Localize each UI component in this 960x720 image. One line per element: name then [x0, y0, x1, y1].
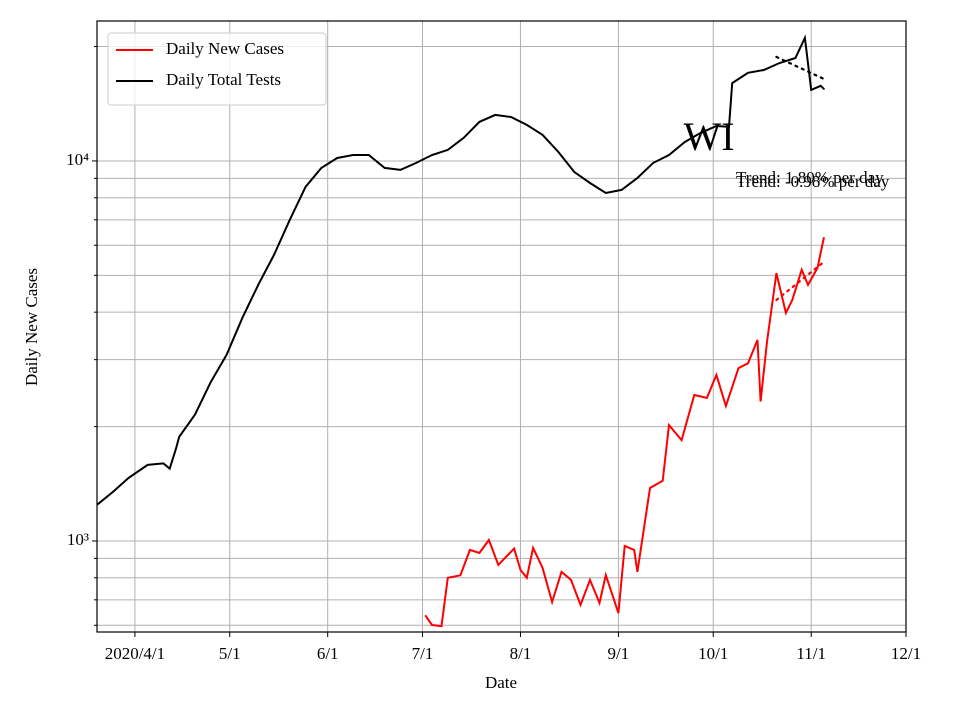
- legend-label: Daily Total Tests: [166, 70, 281, 89]
- x-tick-label: 8/1: [510, 644, 532, 663]
- legend: Daily New Cases Daily Total Tests: [107, 32, 327, 106]
- annotation: Trend: -0.98% per day: [736, 172, 890, 191]
- x-tick-label: 10/1: [698, 644, 728, 663]
- x-axis-label: Date: [485, 673, 517, 692]
- x-tick-label: 7/1: [412, 644, 434, 663]
- x-tick-label: 5/1: [219, 644, 241, 663]
- x-tick-label: 2020/4/1: [105, 644, 165, 663]
- trend-line: [775, 260, 825, 302]
- plot-lines: [97, 34, 825, 628]
- y-axis-label: Daily New Cases: [22, 268, 41, 386]
- series-line: [97, 34, 825, 506]
- chart-title: WI: [683, 114, 734, 159]
- x-tick-label: 11/1: [796, 644, 826, 663]
- trend-line: [775, 55, 825, 80]
- x-tick-label: 6/1: [317, 644, 339, 663]
- legend-box: [107, 32, 327, 106]
- legend-label: Daily New Cases: [166, 39, 284, 58]
- y-tick-label: 10⁴: [66, 150, 89, 169]
- annotation: Trend: 1.80% per day: [736, 168, 884, 187]
- x-tick-label: 12/1: [891, 644, 921, 663]
- y-tick-label: 10³: [67, 530, 89, 549]
- plot-frame: [96, 20, 907, 633]
- x-tick-label: 9/1: [608, 644, 630, 663]
- series-line: [424, 237, 825, 628]
